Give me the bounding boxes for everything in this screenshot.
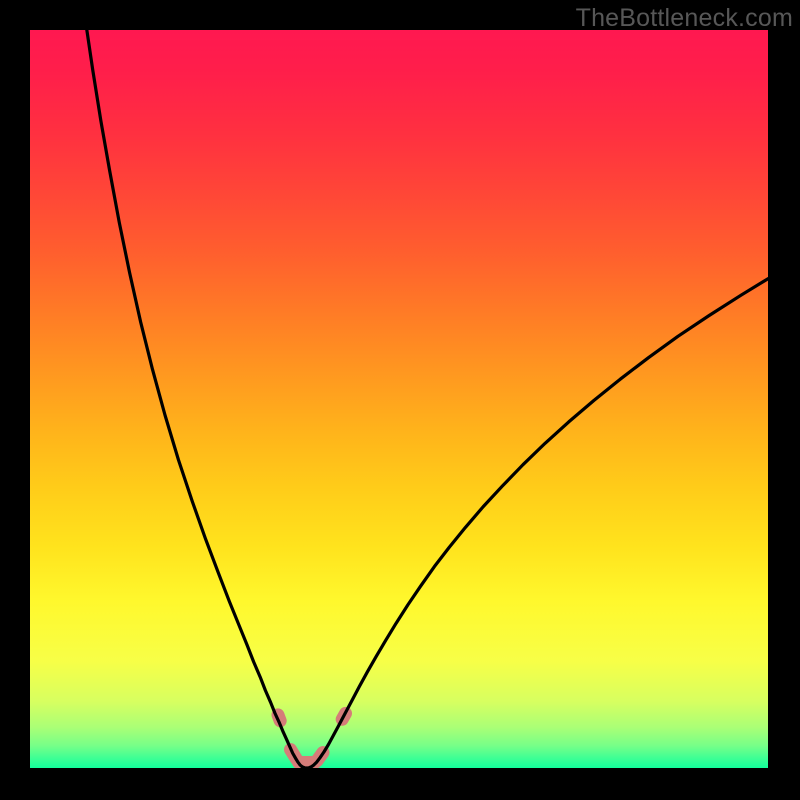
chart-stage: TheBottleneck.com xyxy=(0,0,800,800)
plot-svg xyxy=(30,30,768,768)
gradient-background xyxy=(30,30,768,768)
watermark-text: TheBottleneck.com xyxy=(576,4,793,33)
plot-area xyxy=(30,30,768,768)
